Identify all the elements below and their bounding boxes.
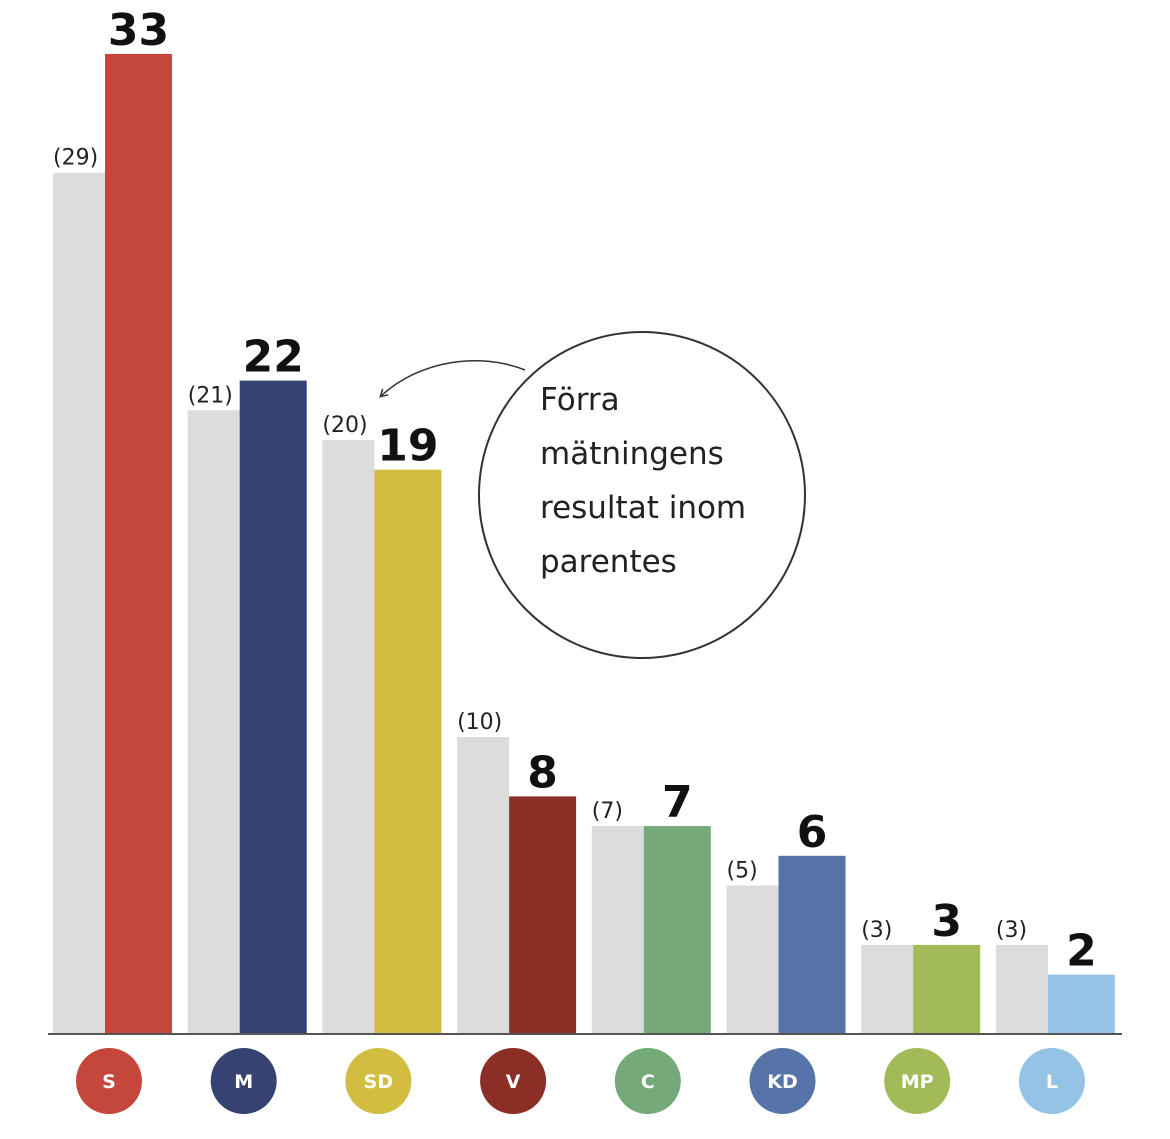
party-badge-v [480, 1048, 547, 1114]
bar-current-mp [913, 944, 981, 1034]
bar-current-l [1047, 974, 1115, 1034]
label-current-c: 7 [662, 777, 693, 828]
label-previous-l: (3) [996, 918, 1027, 943]
label-current-sd: 19 [377, 421, 438, 472]
label-previous-c: (7) [592, 799, 623, 824]
label-current-l: 2 [1066, 926, 1097, 977]
bar-current-m [239, 380, 307, 1035]
party-badge-label-v: V [506, 1071, 521, 1093]
bar-current-v [509, 796, 577, 1034]
party-badge-mp [884, 1048, 951, 1114]
bar-current-sd [374, 469, 442, 1034]
bar-previous-c [591, 826, 644, 1034]
annotation: Förra mätningens resultat inom parentes [379, 331, 806, 659]
label-current-m: 22 [243, 332, 304, 383]
party-badges: S M SD V C KD MP L [76, 1048, 1085, 1114]
annotation-arrow [379, 360, 526, 398]
annotation-line-3: resultat inom [540, 490, 746, 526]
label-previous-kd: (5) [727, 859, 758, 884]
party-badge-label-sd: SD [364, 1071, 393, 1093]
party-badge-label-m: M [234, 1071, 253, 1093]
bar-previous-v [457, 737, 510, 1034]
party-badge-kd [749, 1048, 816, 1114]
bar-previous-kd [726, 885, 779, 1034]
party-badge-s [76, 1048, 142, 1114]
bar-previous-sd [322, 440, 375, 1034]
annotation-line-1: Förra [540, 382, 620, 418]
bar-previous-mp [861, 944, 914, 1034]
party-badge-m [210, 1048, 277, 1114]
party-badge-label-l: L [1046, 1071, 1058, 1093]
party-badge-c [614, 1048, 681, 1114]
party-badge-label-mp: MP [901, 1071, 934, 1093]
bar-previous-s [53, 172, 105, 1034]
party-badge-l [1018, 1048, 1085, 1114]
party-badge-label-kd: KD [767, 1071, 798, 1093]
label-current-v: 8 [527, 747, 558, 798]
label-current-kd: 6 [797, 807, 828, 858]
label-previous-mp: (3) [861, 918, 892, 943]
party-badge-label-s: S [102, 1071, 116, 1093]
party-badge-sd [345, 1048, 412, 1114]
bars-layer: (29) 33 (21) 22 (20) 19 (10) 8 (7) 7 (5) 6 (3) 3 (3) 2 [53, 5, 1115, 1035]
bar-previous-m [187, 410, 240, 1034]
label-current-mp: 3 [931, 896, 962, 947]
annotation-line-2: mätningens [540, 436, 724, 472]
label-previous-m: (21) [188, 383, 233, 408]
annotation-circle [478, 331, 806, 659]
label-previous-sd: (20) [322, 413, 367, 438]
annotation-line-4: parentes [540, 544, 677, 580]
bar-current-kd [778, 855, 846, 1034]
label-previous-s: (29) [53, 146, 98, 171]
party-badge-label-c: C [641, 1071, 655, 1093]
bar-previous-l [995, 944, 1048, 1034]
label-previous-v: (10) [457, 710, 502, 735]
bar-current-c [643, 826, 711, 1034]
label-current-s: 33 [108, 5, 169, 56]
bar-current-s [105, 53, 172, 1034]
